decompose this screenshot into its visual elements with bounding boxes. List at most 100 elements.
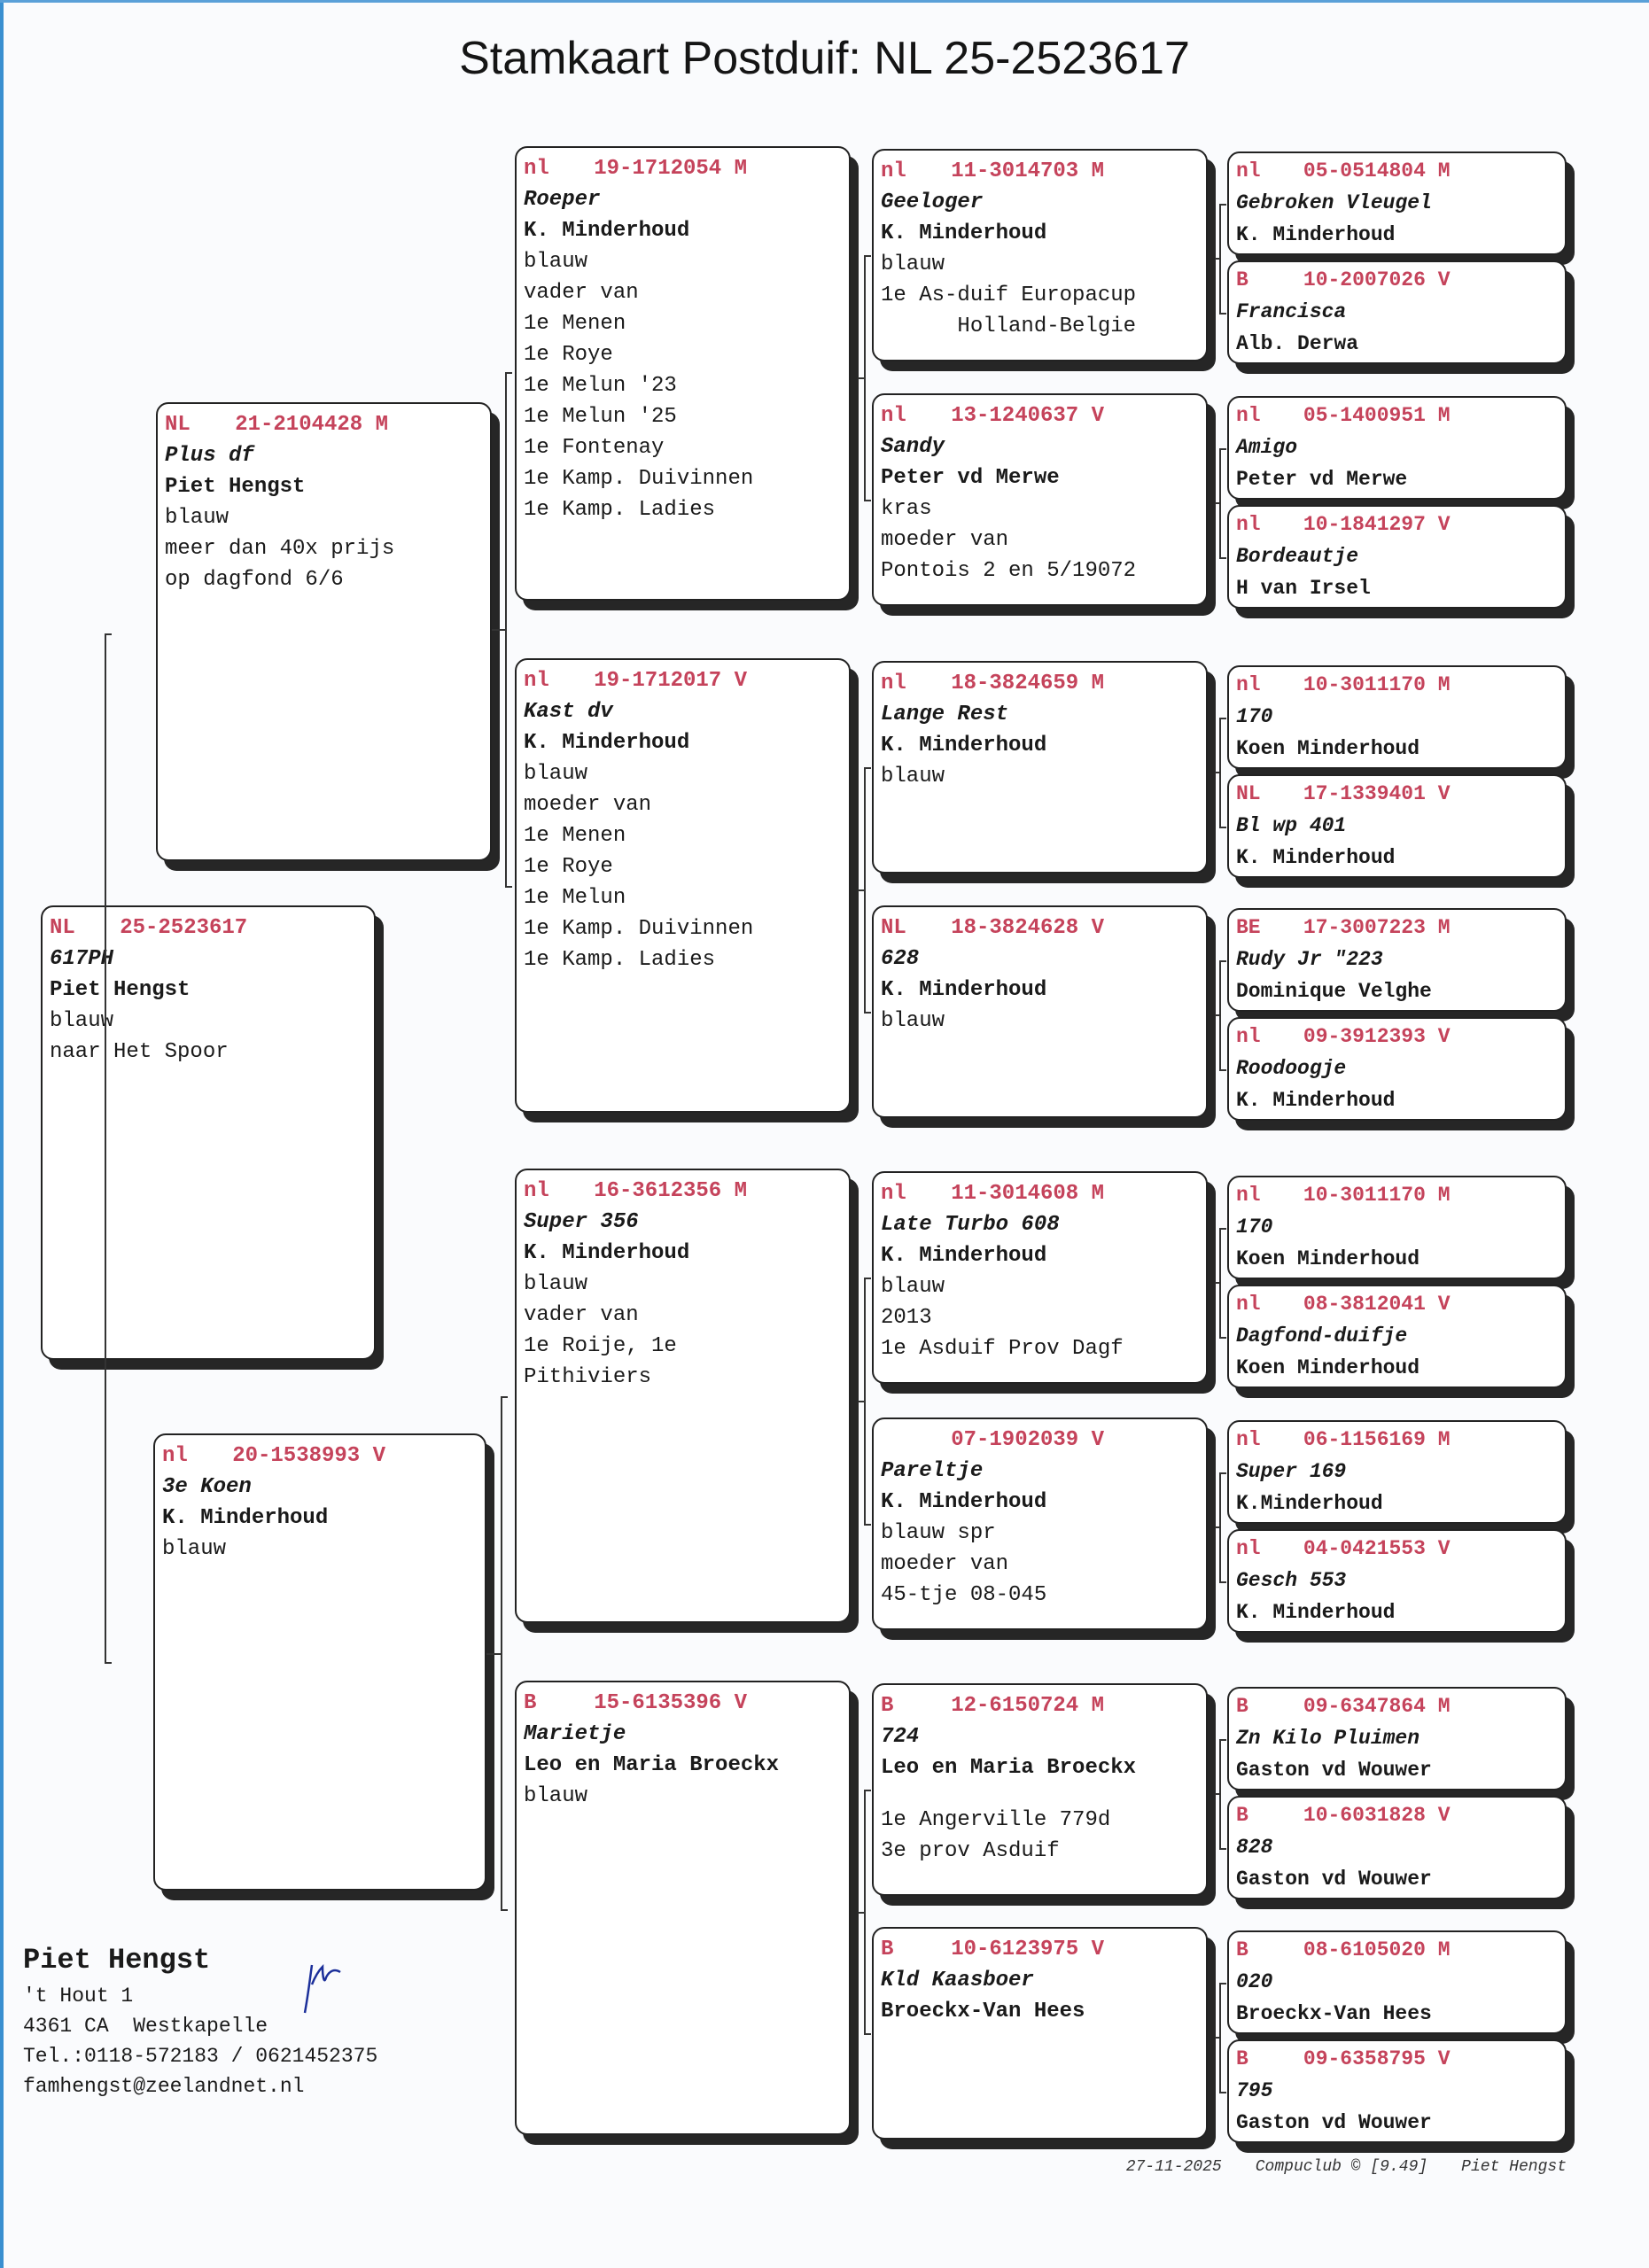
pigeon-card: B 10-6123975 V Kld Kaasboer Broeckx-Van Hee…	[872, 1927, 1208, 2140]
pigeon-card: nl 18-3824659 M Lange Rest K. Minderhoud bla…	[872, 661, 1208, 874]
pigeon-name: Sandy	[881, 435, 945, 459]
connector-line	[858, 1911, 864, 1914]
pigeon-note: blauw	[165, 506, 229, 530]
pigeon-card: B 08-6105020 M 020 Broeckx-Van Hees	[1227, 1930, 1567, 2034]
ring-number: BE 17-3007223 M	[1236, 912, 1558, 944]
ring-id: 10-3011170	[1303, 1184, 1426, 1207]
connector-line	[864, 1790, 866, 2033]
pigeon-note: 2013	[881, 1306, 932, 1330]
ring-id: 04-0421553	[1303, 1537, 1426, 1560]
pigeon-note: blauw	[524, 250, 588, 274]
ring-country: nl	[1236, 673, 1261, 696]
pigeon-breeder: H van Irsel	[1236, 577, 1371, 600]
connector-line	[1219, 312, 1226, 315]
connector-line	[864, 1012, 871, 1014]
connector-line	[1219, 2091, 1226, 2093]
pigeon-note: 1e Kamp. Duivinnen	[524, 467, 754, 491]
pigeon-breeder: Gaston vd Wouwer	[1236, 1868, 1432, 1891]
connector-line	[1215, 1282, 1219, 1284]
ring-number: B 10-6031828 V	[1236, 1799, 1558, 1831]
pigeon-breeder: K. Minderhoud	[1236, 1601, 1396, 1624]
connector-line	[864, 1278, 871, 1279]
pigeon-breeder: K. Minderhoud	[881, 734, 1047, 757]
sex-marker: V	[372, 1444, 386, 1468]
connector-line	[864, 2033, 871, 2035]
ring-country: nl	[1236, 1184, 1261, 1207]
pigeon-note: 1e Menen	[524, 312, 626, 336]
ring-id: 21-2104428	[235, 413, 363, 437]
connector-line	[501, 1396, 502, 1909]
pigeon-note: 1e As-duif Europacup	[881, 284, 1137, 307]
breeder-name: Piet Hengst	[23, 1944, 211, 1977]
connector-line	[864, 767, 871, 769]
ring-country: BE	[1236, 916, 1261, 939]
sex-marker: V	[734, 669, 748, 693]
pigeon-card: NL 25-2523617 617PH Piet Hengst blauw naar H…	[41, 905, 376, 1360]
sex-marker: M	[375, 413, 389, 437]
pigeon-note: moeder van	[881, 1552, 1009, 1576]
ring-id: 18-3824628	[951, 916, 1079, 940]
pigeon-name: Kast dv	[524, 700, 613, 724]
ring-id: 25-2523617	[120, 916, 248, 940]
pigeon-card: nl 10-1841297 V Bordeautje H van Irsel	[1227, 505, 1567, 609]
ring-number: B 10-6123975 V	[881, 1934, 1199, 1965]
pigeon-name: Late Turbo 608	[881, 1213, 1060, 1237]
pigeon-name: Francisca	[1236, 300, 1347, 323]
ring-number: nl 06-1156169 M	[1236, 1424, 1558, 1456]
ring-id: 05-0514804	[1303, 159, 1426, 183]
pigeon-card: nl 10-3011170 M 170 Koen Minderhoud	[1227, 665, 1567, 769]
pigeon-note: vader van	[524, 281, 639, 305]
pigeon-breeder: Broeckx-Van Hees	[881, 2000, 1085, 2023]
pigeon-breeder: K. Minderhoud	[1236, 1089, 1396, 1112]
pigeon-breeder: K. Minderhoud	[1236, 846, 1396, 869]
ring-number: 07-1902039 V	[881, 1425, 1199, 1456]
scan-edge	[0, 0, 4, 2268]
ring-id: 17-3007223	[1303, 916, 1426, 939]
connector-line	[505, 372, 507, 886]
pigeon-note: 1e Angerville 779d	[881, 1808, 1111, 1832]
sex-marker: V	[1437, 1537, 1451, 1560]
pigeon-note: 1e Roije, 1e	[524, 1334, 677, 1358]
sex-marker: M	[1437, 916, 1451, 939]
ring-country: nl	[1236, 513, 1261, 536]
pigeon-name: Super 169	[1236, 1460, 1347, 1483]
connector-line	[858, 377, 864, 379]
connector-line	[1219, 1068, 1226, 1071]
pigeon-breeder: Piet Hengst	[50, 978, 191, 1002]
pigeon-name: Pareltje	[881, 1459, 984, 1483]
pigeon-breeder: K. Minderhoud	[1236, 223, 1396, 246]
pigeon-note: blauw	[881, 1009, 945, 1033]
ring-id: 07-1902039	[951, 1428, 1079, 1452]
pigeon-card: nl 09-3912393 V Roodoogje K. Minderhoud	[1227, 1017, 1567, 1121]
ring-country: NL	[881, 916, 906, 940]
ring-id: 08-3812041	[1303, 1293, 1426, 1316]
connector-line	[864, 1790, 871, 1791]
ring-country: nl	[1236, 1428, 1261, 1451]
connector-line	[1219, 447, 1221, 557]
sex-marker: V	[1437, 782, 1451, 805]
pigeon-card: nl 08-3812041 V Dagfond-duifje Koen Minderh…	[1227, 1285, 1567, 1388]
pigeon-name: Plus df	[165, 444, 254, 468]
ring-number: nl 20-1538993 V	[162, 1441, 478, 1472]
connector-line	[1215, 772, 1219, 773]
pigeon-name: Zn Kilo Pluimen	[1236, 1727, 1420, 1750]
connector-line	[1219, 1982, 1226, 1984]
ring-number: nl 10-3011170 M	[1236, 1179, 1558, 1211]
pigeon-note: 1e Melun '25	[524, 405, 677, 429]
ring-number: nl 16-3612356 M	[524, 1176, 842, 1207]
connector-line	[858, 889, 864, 891]
ring-number: B 09-6347864 M	[1236, 1690, 1558, 1722]
breeder-address: 't Hout 1	[23, 1984, 134, 2008]
ring-number: B 08-6105020 M	[1236, 1934, 1558, 1966]
pigeon-note: 1e Menen	[524, 824, 626, 848]
pigeon-name: Dagfond-duifje	[1236, 1324, 1408, 1348]
pigeon-card: nl 19-1712017 V Kast dv K. Minderhoud blauw m…	[515, 658, 851, 1113]
sex-marker: M	[1437, 673, 1451, 696]
pigeon-name: 3e Koen	[162, 1475, 252, 1499]
pigeon-name: Roeper	[524, 188, 601, 212]
pigeon-name: Geeloger	[881, 190, 984, 214]
connector-line	[1219, 1982, 1221, 2092]
sex-marker: M	[1437, 1428, 1451, 1451]
pigeon-breeder: K. Minderhoud	[881, 1490, 1047, 1514]
pigeon-breeder: Gaston vd Wouwer	[1236, 2111, 1432, 2134]
